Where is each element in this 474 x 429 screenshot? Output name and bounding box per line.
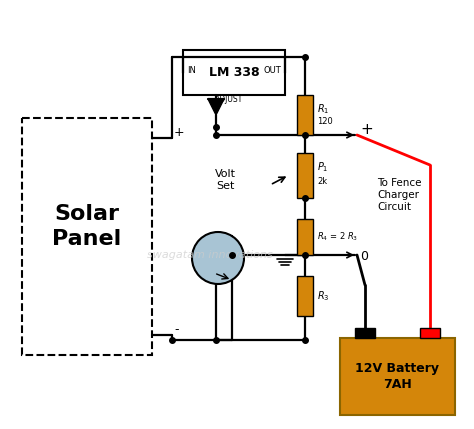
- Text: Solar
Panel: Solar Panel: [52, 204, 122, 249]
- Circle shape: [192, 232, 244, 284]
- Bar: [297, 276, 313, 316]
- Text: 12V Battery: 12V Battery: [356, 362, 439, 375]
- Text: swagatam innovations: swagatam innovations: [147, 250, 273, 260]
- Text: OUT: OUT: [263, 66, 281, 75]
- Bar: [297, 219, 313, 255]
- Text: LM 338: LM 338: [209, 66, 259, 79]
- Text: 0: 0: [360, 251, 368, 263]
- Polygon shape: [208, 99, 224, 115]
- Bar: [420, 328, 440, 338]
- Text: $R_4$ = 2 $R_3$: $R_4$ = 2 $R_3$: [317, 231, 358, 243]
- Text: 2k: 2k: [317, 176, 327, 185]
- Text: 7AH: 7AH: [383, 378, 412, 391]
- Bar: [355, 328, 375, 338]
- Text: -: -: [174, 323, 179, 336]
- Bar: [22, 118, 152, 355]
- Bar: [340, 338, 455, 415]
- Text: Volt
Set: Volt Set: [215, 169, 236, 191]
- Text: $R_1$: $R_1$: [317, 102, 329, 116]
- Text: IN: IN: [187, 66, 196, 75]
- Text: ADJUST: ADJUST: [215, 95, 243, 104]
- Text: +: +: [360, 123, 373, 138]
- Text: $R_3$: $R_3$: [317, 289, 329, 303]
- Bar: [297, 95, 313, 135]
- Text: To Fence
Charger
Circuit: To Fence Charger Circuit: [377, 178, 421, 211]
- Bar: [297, 152, 313, 197]
- Text: 120: 120: [317, 117, 333, 126]
- Bar: [183, 50, 285, 95]
- Text: $P_1$: $P_1$: [317, 160, 328, 174]
- Text: +: +: [174, 127, 185, 139]
